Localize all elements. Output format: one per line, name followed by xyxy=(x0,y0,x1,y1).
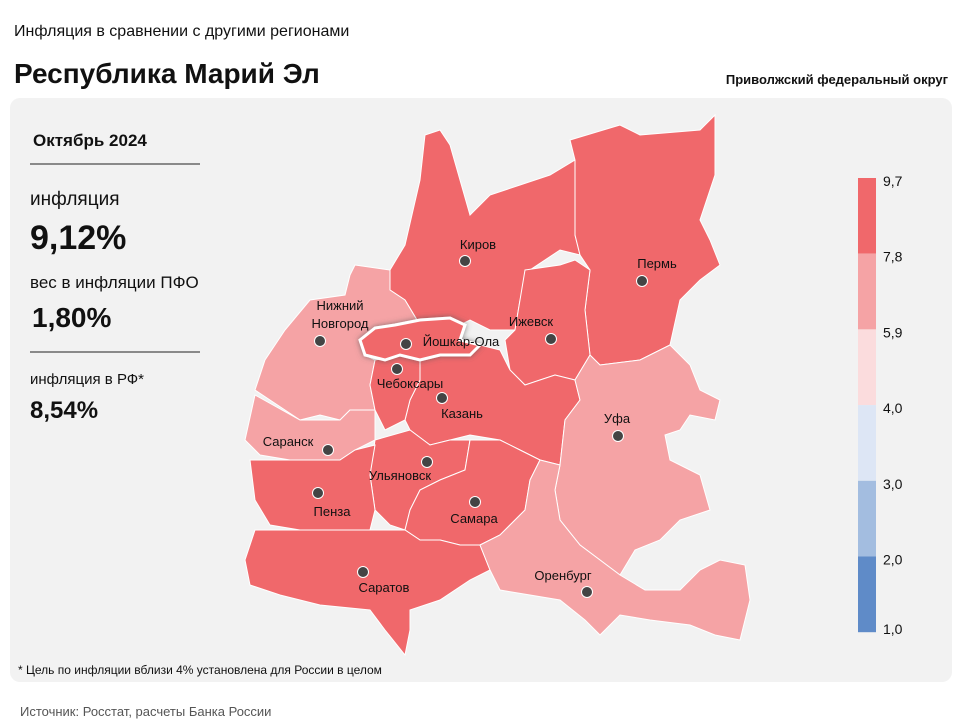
city-dot xyxy=(322,444,334,456)
legend-swatch xyxy=(858,329,876,406)
city-label: Казань xyxy=(441,406,483,421)
city-label: Йошкар-Ола xyxy=(423,334,500,349)
map: Киров Пермь Ижевск Нижний Новгород Саранск Каз… xyxy=(244,113,751,657)
legend-tick: 3,0 xyxy=(883,476,903,492)
inflation-label: инфляция xyxy=(30,189,119,210)
city-dot xyxy=(421,456,433,468)
legend-swatch xyxy=(858,405,876,481)
city-dot xyxy=(612,430,624,442)
city-dot xyxy=(400,338,412,350)
city-dot xyxy=(436,392,448,404)
legend-swatch xyxy=(858,178,876,254)
weight-value: 1,80% xyxy=(32,302,111,333)
region xyxy=(244,529,491,657)
city-dot xyxy=(314,335,326,347)
legend-tick: 2,0 xyxy=(883,552,903,568)
city-label: Оренбург xyxy=(534,568,591,583)
city-label: Саранск xyxy=(263,434,314,449)
title: Республика Марий Эл xyxy=(14,58,320,89)
city-dot xyxy=(312,487,324,499)
city-dot xyxy=(391,363,403,375)
city-dot xyxy=(459,255,471,267)
city-label: Нижний xyxy=(316,298,363,313)
footnote: * Цель по инфляции вблизи 4% установлена… xyxy=(18,663,382,677)
legend-swatch xyxy=(858,480,876,557)
region xyxy=(358,316,483,362)
city-label: Самара xyxy=(450,511,498,526)
city-dot xyxy=(357,566,369,578)
weight-label: вес в инфляции ПФО xyxy=(30,273,199,292)
legend-tick: 5,9 xyxy=(883,324,903,340)
russia-label: инфляция в РФ* xyxy=(30,371,144,388)
legend-tick: 1,0 xyxy=(883,621,903,637)
city-label: Ижевск xyxy=(509,314,554,329)
city-label: Чебоксары xyxy=(377,376,444,391)
district: Приволжский федеральный округ xyxy=(726,72,949,87)
city-label: Новгород xyxy=(312,316,369,331)
subtitle: Инфляция в сравнении с другими регионами xyxy=(14,23,349,40)
city-label: Ульяновск xyxy=(369,468,431,483)
city-label: Пенза xyxy=(314,504,352,519)
period: Октябрь 2024 xyxy=(33,131,147,150)
legend-tick: 7,8 xyxy=(883,249,903,265)
city-dot xyxy=(581,586,593,598)
legend-tick: 9,7 xyxy=(883,173,903,189)
city-dot xyxy=(469,496,481,508)
legend-swatch xyxy=(858,253,876,330)
source: Источник: Росстат, расчеты Банка России xyxy=(20,704,271,719)
legend-swatch xyxy=(858,556,876,633)
russia-value: 8,54% xyxy=(30,397,98,424)
city-dot xyxy=(545,333,557,345)
city-dot xyxy=(636,275,648,287)
region xyxy=(249,444,376,531)
city-label: Пермь xyxy=(637,256,677,271)
city-label: Киров xyxy=(460,237,496,252)
region xyxy=(479,459,751,641)
inflation-value: 9,12% xyxy=(30,219,126,257)
legend: 9,7 7,8 5,9 4,0 3,0 2,0 1,0 xyxy=(858,173,903,637)
region xyxy=(554,344,721,576)
city-label: Саратов xyxy=(359,580,410,595)
legend-tick: 4,0 xyxy=(883,400,903,416)
city-label: Уфа xyxy=(604,411,631,426)
